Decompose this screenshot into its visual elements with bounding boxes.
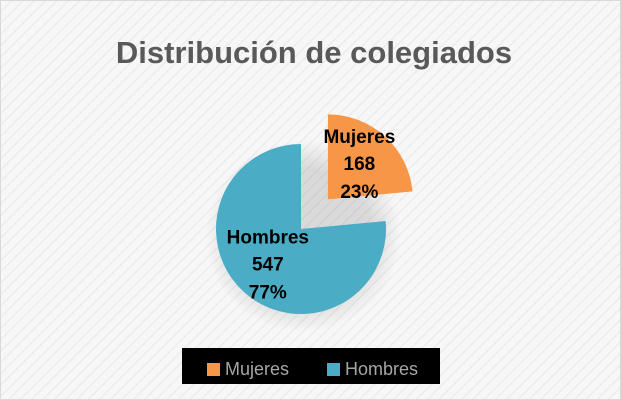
legend-swatch	[327, 363, 340, 376]
legend-background	[182, 348, 440, 384]
data-label-name: Hombres	[227, 227, 309, 248]
legend-label: Hombres	[345, 359, 418, 379]
data-label-value: 168	[344, 154, 376, 175]
pie-slice	[216, 144, 386, 315]
chart-title: Distribución de colegiados	[116, 35, 512, 70]
data-label-name: Mujeres	[323, 127, 395, 148]
data-label-percent: 23%	[340, 182, 378, 203]
data-label-value: 547	[252, 254, 284, 275]
pie-slice	[327, 114, 413, 200]
legend-swatch	[207, 363, 220, 376]
legend-label: Mujeres	[225, 359, 289, 379]
data-label-percent: 77%	[249, 282, 287, 303]
